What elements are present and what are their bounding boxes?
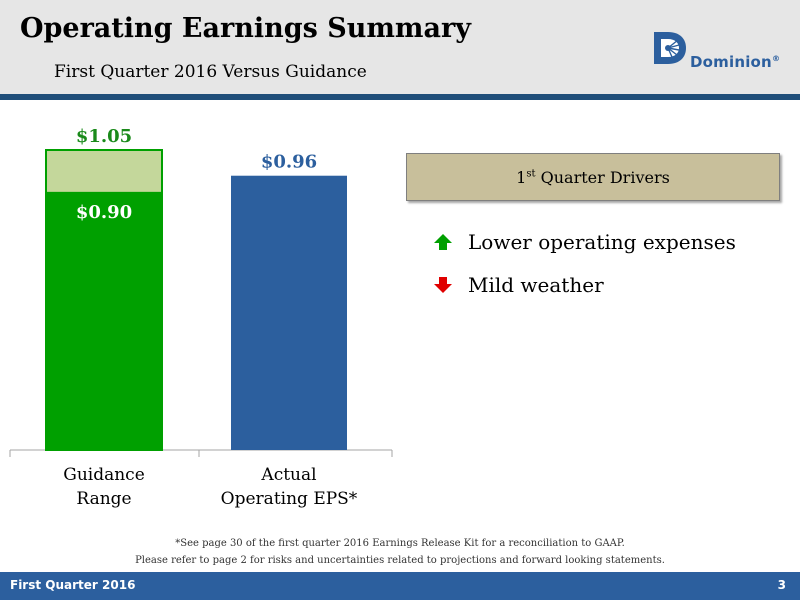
driver-text: Lower operating expenses [468,230,736,254]
page-subtitle: First Quarter 2016 Versus Guidance [54,62,367,82]
logo-wordmark: Dominion® [690,53,781,71]
footer-label: First Quarter 2016 [10,578,136,592]
labels-group: $0.90 $1.05 Guidance Range $0.96 Actual Operat… [63,126,358,509]
drivers-heading: 1st Quarter Drivers [516,167,670,187]
category-label: Operating EPS* [221,489,358,509]
eps-bar-chart: $0.90 $1.05 Guidance Range $0.96 Actual Operat… [9,126,393,509]
header-band: Operating Earnings Summary First Quarter… [0,0,800,94]
category-label: Guidance [63,465,145,485]
company-logo: Dominion® [646,26,796,72]
driver-item: Mild weather [432,273,604,297]
bar-segment [45,191,163,451]
bar-segment [231,175,347,450]
page-title: Operating Earnings Summary [20,13,471,44]
data-label: $1.05 [76,126,132,147]
up-arrow-icon [434,234,452,250]
category-label: Range [76,489,131,509]
driver-item: Lower operating expenses [432,230,736,254]
footer-bar: First Quarter 2016 3 [0,572,800,600]
drivers-heading-box: 1st Quarter Drivers [406,153,780,201]
bar-segment [45,149,163,194]
data-label: $0.96 [261,152,317,173]
header-rule [0,94,800,100]
logo-mark-icon [654,32,686,64]
category-label: Actual [260,465,316,485]
page-number: 3 [777,578,786,592]
down-arrow-icon [434,277,452,293]
driver-text: Mild weather [468,273,604,297]
data-label: $0.90 [76,202,132,223]
bars-group [45,149,347,451]
footnote-risks: Please refer to page 2 for risks and unc… [135,555,665,566]
footnote-gaap: *See page 30 of the first quarter 2016 E… [175,538,625,549]
